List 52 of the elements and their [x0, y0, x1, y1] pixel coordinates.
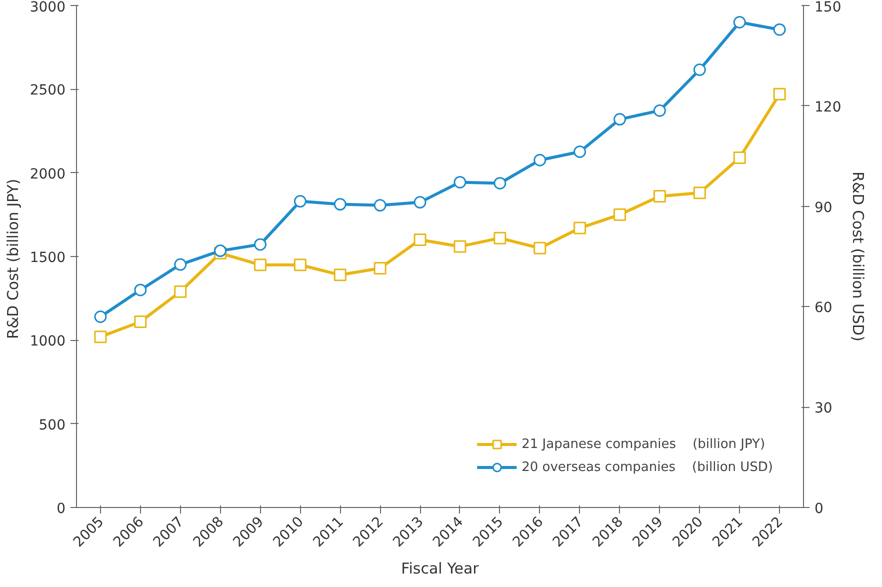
- point: [374, 199, 386, 212]
- point: [134, 316, 147, 328]
- point: [254, 238, 266, 251]
- y2-axis-title: R&D Cost (billion USD): [849, 172, 868, 342]
- point: [653, 104, 666, 117]
- point: [494, 176, 506, 190]
- y2-tick-label: 120: [814, 99, 842, 116]
- y-tick-label: 1000: [30, 334, 66, 350]
- point: [614, 208, 626, 221]
- point: [414, 234, 426, 246]
- y-tick-label: 1500: [30, 250, 66, 266]
- x-axis-title: Fiscal Year: [401, 559, 480, 578]
- y2-tick-label: 60: [814, 300, 832, 316]
- point: [693, 186, 706, 200]
- y2-tick-label: 150: [814, 0, 842, 16]
- point: [534, 154, 546, 166]
- point: [454, 176, 466, 188]
- point: [174, 285, 187, 298]
- point: [614, 113, 626, 126]
- y2-tick-label: 90: [814, 200, 832, 216]
- point: [294, 258, 306, 272]
- point: [574, 222, 586, 234]
- point: [254, 258, 266, 272]
- legend-label: 20 overseas companies (billion USD): [522, 460, 773, 474]
- y-axis-title: R&D Cost (billion JPY): [4, 178, 22, 339]
- point: [733, 16, 746, 28]
- point: [94, 330, 107, 344]
- y2-tick-label: 0: [814, 501, 824, 517]
- point: [174, 258, 187, 271]
- point: [414, 196, 426, 209]
- legend-label: 21 Japanese companies (billion JPY): [522, 436, 766, 452]
- y2-tick-label: 30: [814, 400, 832, 417]
- y-tick-label: 0: [56, 501, 66, 517]
- point: [534, 242, 546, 254]
- y-tick-label: 2500: [30, 82, 66, 99]
- point: [773, 23, 786, 36]
- point: [334, 198, 346, 211]
- point: [294, 195, 306, 208]
- point: [494, 232, 506, 244]
- y-tick-label: 500: [38, 417, 66, 434]
- point: [693, 64, 706, 76]
- point: [374, 262, 386, 274]
- y-tick-label: 3000: [30, 0, 66, 16]
- point: [454, 240, 466, 253]
- point: [653, 190, 666, 203]
- point: [94, 310, 107, 323]
- point: [134, 284, 147, 296]
- point: [574, 146, 586, 158]
- point: [733, 152, 746, 164]
- y-tick-label: 2000: [30, 166, 66, 182]
- point: [334, 268, 346, 282]
- point: [773, 88, 786, 100]
